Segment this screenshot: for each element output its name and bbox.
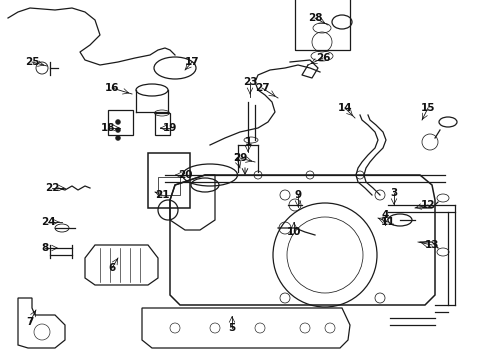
Text: 11: 11 <box>380 217 394 227</box>
Text: 15: 15 <box>420 103 434 113</box>
Bar <box>108 110 133 135</box>
Text: 9: 9 <box>294 190 301 200</box>
Text: 4: 4 <box>381 210 388 220</box>
Text: 6: 6 <box>108 263 115 273</box>
Text: 24: 24 <box>41 217 55 227</box>
Bar <box>148 153 190 208</box>
Text: 3: 3 <box>389 188 397 198</box>
Circle shape <box>115 120 120 125</box>
Text: 12: 12 <box>420 200 434 210</box>
Text: 2: 2 <box>233 153 240 163</box>
Text: 26: 26 <box>315 53 329 63</box>
Text: 13: 13 <box>424 240 438 250</box>
Text: 10: 10 <box>286 227 301 237</box>
Text: 25: 25 <box>25 57 39 67</box>
Bar <box>158 177 180 195</box>
Bar <box>155 113 170 135</box>
Text: 19: 19 <box>163 123 177 133</box>
Circle shape <box>115 127 120 132</box>
Text: 14: 14 <box>337 103 351 113</box>
Text: 20: 20 <box>177 170 192 180</box>
Text: 23: 23 <box>242 77 257 87</box>
Text: 29: 29 <box>232 153 246 163</box>
Circle shape <box>115 135 120 140</box>
Text: 22: 22 <box>45 183 59 193</box>
Bar <box>294 0 349 50</box>
Text: 21: 21 <box>154 190 169 200</box>
Text: 27: 27 <box>254 83 269 93</box>
Text: 5: 5 <box>228 323 235 333</box>
Text: 16: 16 <box>104 83 119 93</box>
Text: 7: 7 <box>26 317 34 327</box>
Text: 17: 17 <box>184 57 199 67</box>
Text: 1: 1 <box>244 137 251 147</box>
Text: 18: 18 <box>101 123 115 133</box>
Text: 8: 8 <box>41 243 48 253</box>
Text: 28: 28 <box>307 13 322 23</box>
